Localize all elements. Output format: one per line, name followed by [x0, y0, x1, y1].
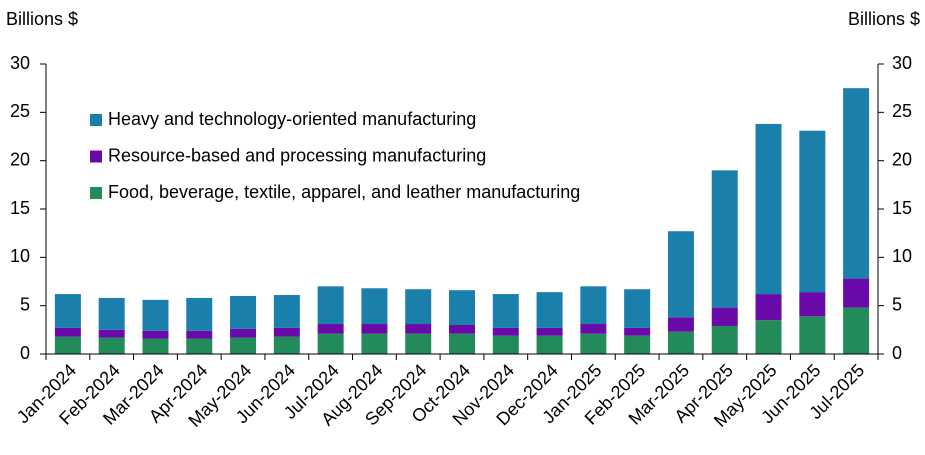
bar-segment: [536, 327, 563, 336]
bar-segment: [492, 327, 519, 336]
bar-segment: [624, 289, 651, 328]
bar-segment: [492, 335, 519, 354]
y2-tick-label: 25: [892, 101, 912, 121]
bar-segment: [580, 333, 607, 354]
bar-segment: [273, 336, 300, 354]
y2-tick-label: 10: [892, 246, 912, 266]
bar-segment: [843, 307, 870, 354]
y-tick-label: 15: [10, 198, 30, 218]
bar-segment: [755, 320, 782, 354]
bar-segment: [624, 327, 651, 336]
y2-tick-label: 15: [892, 198, 912, 218]
bar-segment: [186, 338, 213, 354]
bar-segment: [799, 316, 826, 354]
bar-segment: [624, 335, 651, 354]
y-tick-label: 0: [20, 343, 30, 363]
bar-segment: [711, 170, 738, 308]
bar-segment: [317, 333, 344, 354]
bar-segment: [580, 324, 607, 334]
y2-tick-label: 20: [892, 149, 912, 169]
legend-swatch: [90, 150, 102, 163]
bar-segment: [580, 286, 607, 325]
bar-segment: [405, 333, 432, 354]
bar-segment: [536, 335, 563, 354]
bar-segment: [667, 331, 694, 354]
legend-label: Food, beverage, textile, apparel, and le…: [108, 182, 580, 202]
bar-segment: [186, 297, 213, 331]
legend-label: Heavy and technology-oriented manufactur…: [108, 109, 476, 129]
bar-segment: [755, 294, 782, 321]
bar-segment: [54, 294, 81, 328]
legend-swatch: [90, 114, 102, 126]
y-axis-title: Billions $: [6, 9, 78, 29]
bar-segment: [230, 296, 257, 329]
bar-segment: [361, 333, 388, 354]
y-tick-label: 20: [10, 149, 30, 169]
bar-segment: [54, 336, 81, 354]
y-tick-label: 10: [10, 246, 30, 266]
y2-axis-title: Billions $: [848, 9, 920, 29]
bar-segment: [273, 295, 300, 328]
bar-segment: [142, 338, 169, 354]
bar-segment: [98, 337, 125, 354]
bar-segment: [361, 288, 388, 325]
bar-segment: [711, 307, 738, 326]
y2-tick-label: 30: [892, 53, 912, 73]
bar-segment: [449, 290, 475, 325]
bar-segment: [186, 330, 213, 339]
bar-segment: [230, 328, 257, 338]
bar-segment: [54, 327, 81, 337]
bar-segment: [536, 292, 563, 328]
y2-tick-label: 0: [892, 343, 902, 363]
y-tick-label: 30: [10, 53, 30, 73]
bar-segment: [230, 337, 257, 354]
bar-segment: [492, 294, 519, 328]
bar-segment: [405, 289, 432, 325]
legend-label: Resource-based and processing manufactur…: [108, 145, 486, 165]
bar-segment: [843, 88, 870, 279]
bar-segment: [667, 317, 694, 332]
bar-segment: [449, 325, 475, 334]
y-tick-label: 25: [10, 101, 30, 121]
bar-segment: [361, 324, 388, 334]
bar-segment: [449, 333, 475, 354]
y2-tick-label: 5: [892, 294, 902, 314]
bar-segment: [98, 297, 125, 330]
bar-segment: [755, 123, 782, 295]
bar-segment: [142, 299, 169, 331]
bar-segment: [667, 231, 694, 318]
y-tick-label: 5: [20, 294, 30, 314]
bar-segment: [142, 330, 169, 339]
bar-segment: [711, 325, 738, 354]
bar-segment: [799, 130, 826, 293]
bar-segment: [843, 278, 870, 308]
bar-segment: [405, 324, 432, 334]
legend-swatch: [90, 187, 102, 199]
bar-segment: [317, 286, 344, 325]
bar-segment: [98, 329, 125, 338]
bar-segment: [317, 324, 344, 334]
bar-segment: [273, 327, 300, 337]
bar-segment: [799, 292, 826, 317]
